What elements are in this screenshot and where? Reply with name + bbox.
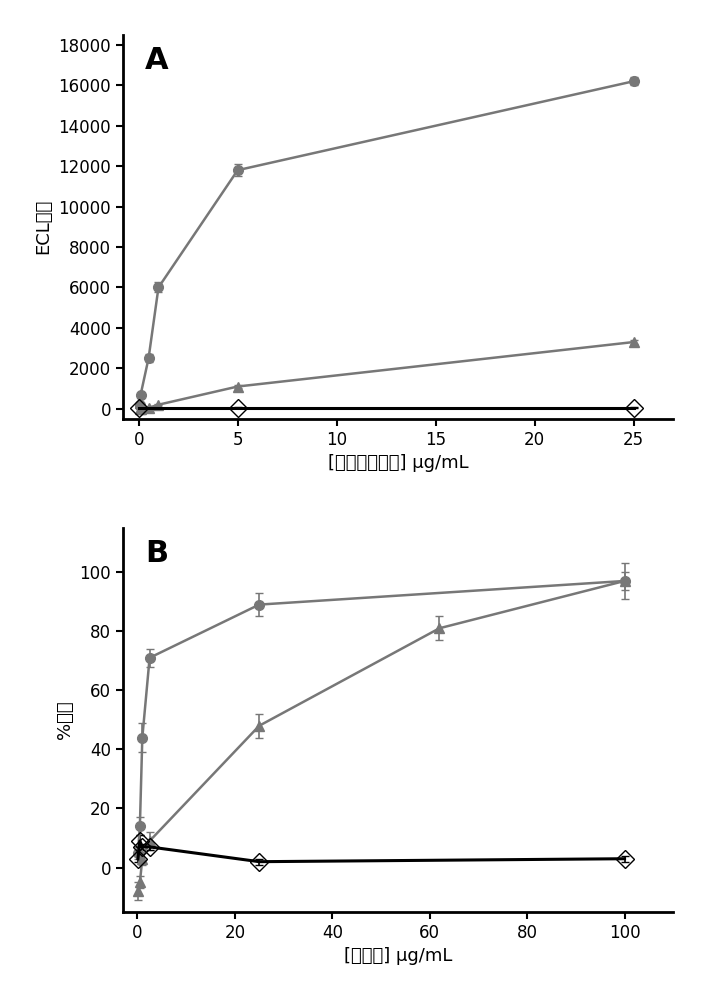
Y-axis label: %抑制: %抑制 bbox=[56, 701, 74, 739]
X-axis label: [竞争者] µg/mL: [竞争者] µg/mL bbox=[344, 947, 452, 965]
Y-axis label: ECL信号: ECL信号 bbox=[35, 199, 52, 254]
Text: A: A bbox=[145, 46, 169, 75]
X-axis label: [钉标记的蛋白] µg/mL: [钉标记的蛋白] µg/mL bbox=[328, 454, 469, 472]
Text: B: B bbox=[145, 539, 168, 568]
